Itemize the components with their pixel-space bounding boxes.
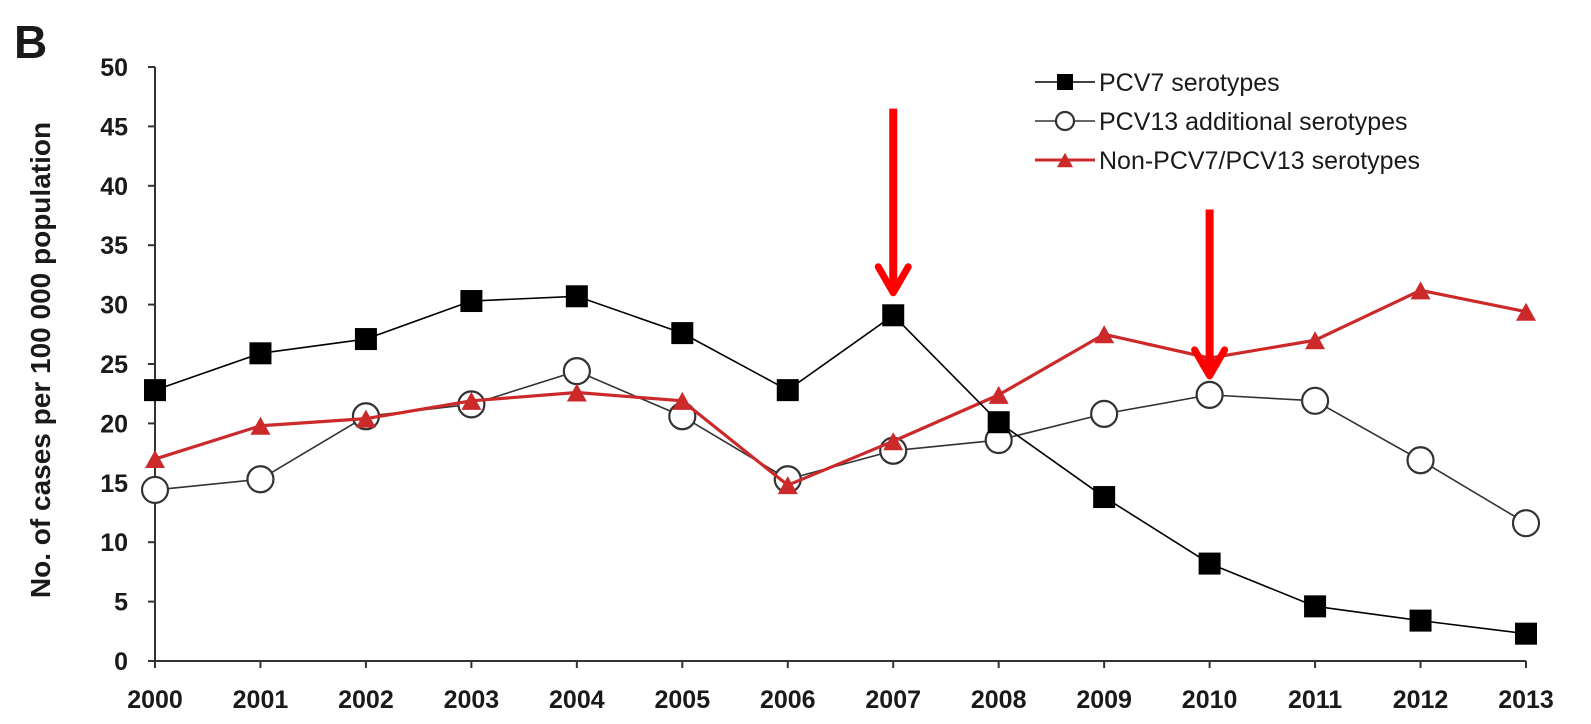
series-point bbox=[246, 465, 275, 494]
series-point bbox=[671, 322, 694, 345]
y-axis-label: No. of cases per 100 000 population bbox=[25, 122, 56, 598]
y-ticks: 0 5 10 15 20 25 30 35 40 45 50 bbox=[100, 54, 155, 676]
series-point bbox=[1057, 74, 1073, 90]
series-point bbox=[140, 475, 170, 505]
y-tick-label: 30 bbox=[100, 292, 128, 320]
series-point bbox=[777, 476, 798, 495]
series-point bbox=[1300, 386, 1330, 415]
series-point bbox=[566, 383, 587, 402]
legend-label: PCV13 additional serotypes bbox=[1099, 108, 1408, 136]
series-line bbox=[154, 295, 1527, 635]
x-tick-label: 2005 bbox=[654, 686, 710, 714]
arrow-head bbox=[874, 263, 912, 297]
y-tick-label: 0 bbox=[114, 648, 128, 676]
y-tick-label: 20 bbox=[100, 410, 128, 438]
series-point bbox=[355, 409, 376, 428]
y-tick-label: 50 bbox=[100, 54, 128, 82]
x-tick-label: 2000 bbox=[127, 686, 183, 714]
series-2 bbox=[140, 357, 1541, 538]
series-point bbox=[1093, 486, 1116, 509]
x-tick-label: 2008 bbox=[971, 686, 1027, 714]
series-point bbox=[1198, 552, 1221, 575]
x-ticks: 2000 2001 2002 2003 2004 2005 2006 2007 2008 2009… bbox=[127, 661, 1554, 714]
x-tick-label: 2012 bbox=[1393, 686, 1449, 714]
x-tick-label: 2011 bbox=[1288, 686, 1342, 714]
series-point bbox=[1057, 152, 1073, 168]
y-tick-label: 15 bbox=[100, 470, 128, 498]
series-point bbox=[354, 328, 377, 351]
x-tick-label: 2006 bbox=[760, 686, 816, 714]
series-point bbox=[1054, 110, 1076, 132]
legend-label: PCV7 serotypes bbox=[1099, 69, 1280, 97]
series-point bbox=[1516, 302, 1536, 321]
legend-label: Non-PCV7/PCV13 serotypes bbox=[1099, 147, 1420, 175]
annotations bbox=[874, 108, 1229, 380]
x-tick-label: 2009 bbox=[1076, 686, 1132, 714]
x-tick-label: 2004 bbox=[549, 686, 605, 714]
y-tick-label: 45 bbox=[100, 113, 128, 141]
series-point bbox=[883, 432, 904, 451]
legend-item: Non-PCV7/PCV13 serotypes bbox=[1035, 147, 1420, 175]
series-point bbox=[1304, 595, 1327, 618]
series-point bbox=[461, 391, 482, 410]
series-point bbox=[882, 304, 905, 327]
series-point bbox=[145, 450, 165, 469]
series-point bbox=[1409, 609, 1432, 632]
series-1 bbox=[144, 285, 1537, 645]
y-tick-label: 25 bbox=[100, 351, 128, 379]
series-point bbox=[1410, 281, 1431, 300]
series-point bbox=[672, 391, 693, 410]
series-point bbox=[1406, 446, 1435, 475]
y-tick-label: 40 bbox=[100, 173, 128, 201]
series-point bbox=[1305, 331, 1326, 350]
arrow-head bbox=[1191, 346, 1229, 380]
x-tick-label: 2013 bbox=[1498, 686, 1554, 714]
series-point bbox=[987, 411, 1010, 434]
series-point bbox=[1195, 380, 1224, 409]
series-3 bbox=[145, 281, 1536, 495]
series-point bbox=[249, 342, 272, 365]
legend-item: PCV13 additional serotypes bbox=[1035, 108, 1408, 136]
y-tick-label: 10 bbox=[100, 529, 128, 557]
y-tick-label: 35 bbox=[100, 232, 128, 260]
y-tick-label: 5 bbox=[114, 589, 128, 617]
series-point bbox=[250, 416, 271, 435]
annotation-arrow bbox=[1191, 209, 1229, 380]
series-point bbox=[562, 357, 591, 386]
series-line bbox=[154, 288, 1527, 487]
series-point bbox=[460, 290, 483, 313]
series-point bbox=[776, 379, 799, 402]
series-point bbox=[144, 379, 166, 402]
x-tick-label: 2003 bbox=[444, 686, 500, 714]
series-point bbox=[988, 385, 1009, 404]
x-tick-label: 2010 bbox=[1182, 686, 1238, 714]
panel-label: B bbox=[14, 16, 47, 68]
legend-item: PCV7 serotypes bbox=[1035, 69, 1280, 97]
annotation-arrow bbox=[874, 108, 912, 297]
x-tick-label: 2007 bbox=[865, 686, 921, 714]
series-point bbox=[1511, 509, 1541, 538]
legend: PCV7 serotypes PCV13 additional serotypes… bbox=[1035, 69, 1420, 175]
series-point bbox=[565, 285, 588, 308]
x-tick-label: 2002 bbox=[338, 686, 394, 714]
series-point bbox=[1515, 622, 1537, 645]
series-group bbox=[140, 281, 1541, 645]
x-tick-label: 2001 bbox=[233, 686, 289, 714]
series-point bbox=[1090, 399, 1119, 428]
series-point bbox=[1094, 325, 1115, 344]
